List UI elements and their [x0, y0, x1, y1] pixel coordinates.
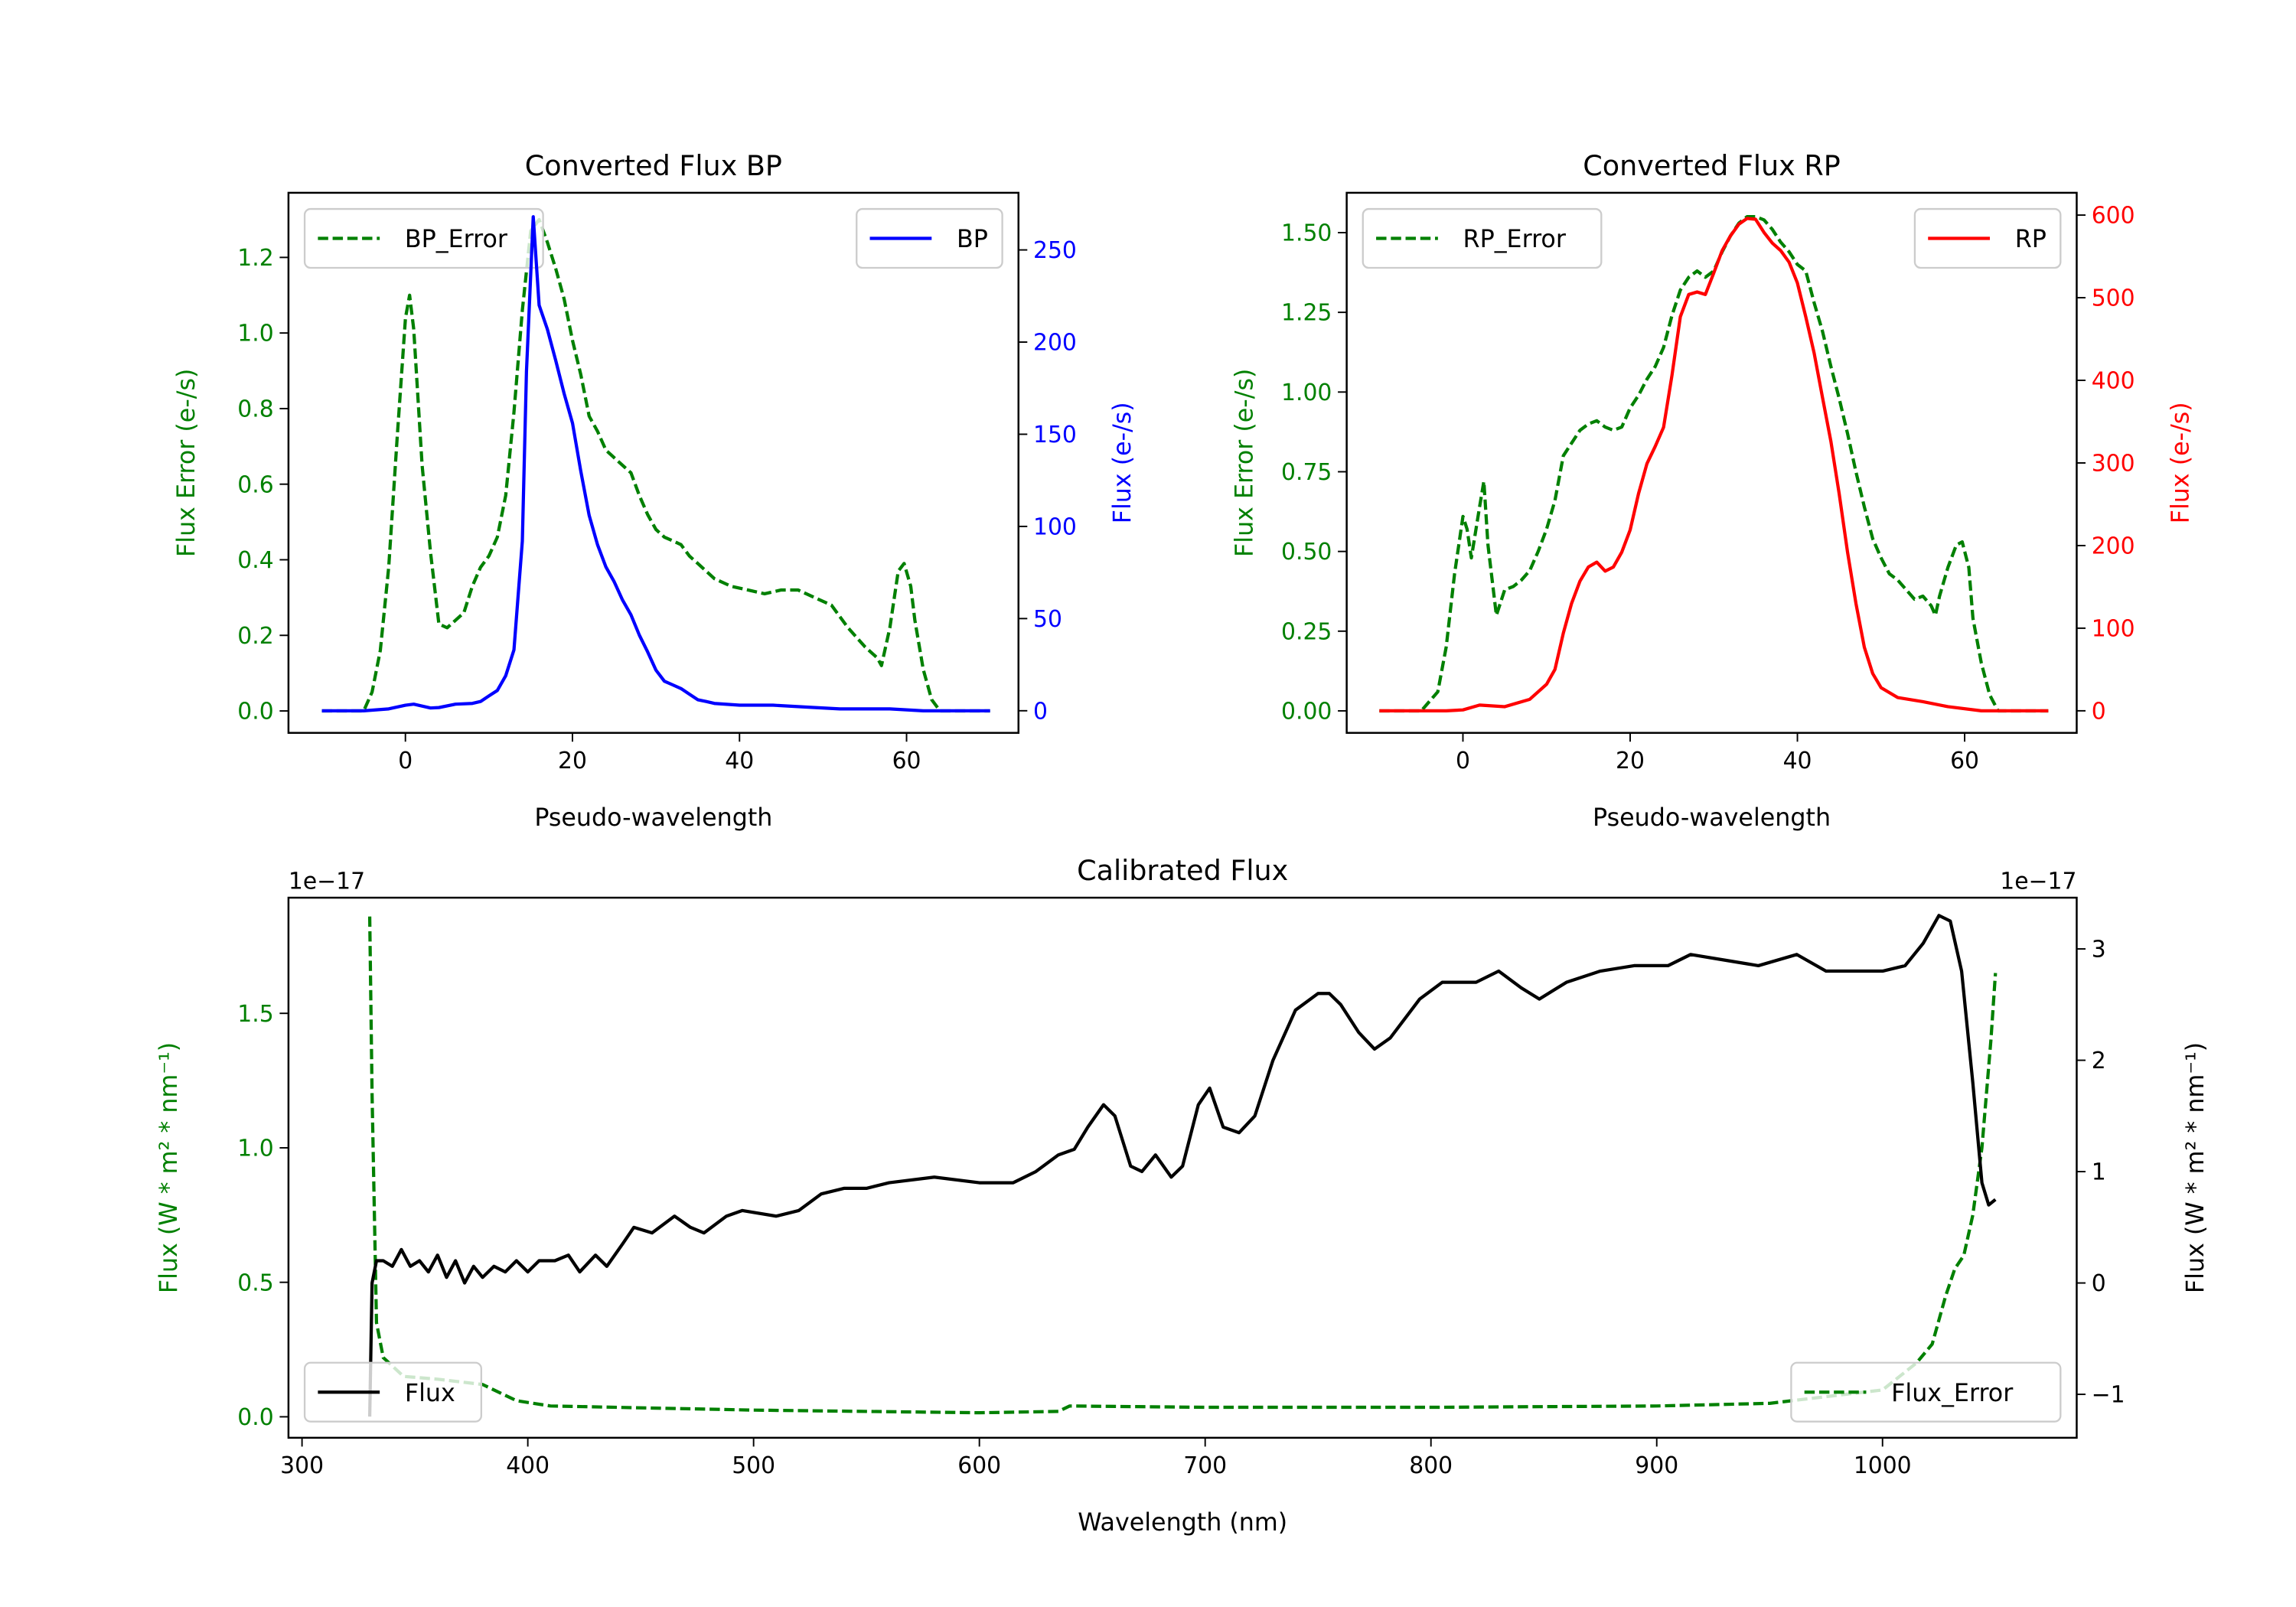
x-tick-label: 400 [506, 1452, 550, 1479]
bp-chart-panel: Converted Flux BP 0 20 40 60 Pseudo-wavelengt… [173, 149, 1137, 832]
y-left-axis-label: Flux (W * m² * nm⁻¹) [155, 1042, 183, 1293]
x-tick-label: 40 [1783, 748, 1812, 774]
y-left-tick-label: 0.25 [1281, 618, 1332, 645]
x-tick-label: 0 [398, 748, 413, 774]
y-right-tick-label: 400 [2092, 368, 2135, 395]
x-tick-label: 20 [1616, 748, 1645, 774]
legend-box [303, 207, 544, 269]
y-right-tick-label: 100 [1033, 513, 1077, 540]
x-tick-label: 300 [280, 1452, 324, 1479]
legend-label: RP [2015, 226, 2047, 253]
y-right-axis-label: Flux (e-/s) [2167, 402, 2195, 523]
y-right-tick-label: 0 [1033, 698, 1048, 725]
rp-chart-panel: Converted Flux RP 0 20 40 60 Pseudo-wavelengt… [1231, 149, 2195, 832]
legend-label: BP_Error [405, 226, 508, 253]
x-tick-label: 800 [1409, 1452, 1453, 1479]
y-left-tick-label: 1.0 [237, 321, 273, 347]
legend-rp: RP [1913, 207, 2062, 269]
calibrated-chart-panel: Calibrated Flux 300 400 500 600 700 800 900 1000… [155, 854, 2210, 1537]
y-right-tick-label: 250 [1033, 237, 1077, 264]
y-left-tick-label: 1.2 [237, 245, 273, 272]
chart-title: Calibrated Flux [1077, 854, 1288, 887]
chart-title: Converted Flux BP [525, 149, 782, 182]
x-tick-label: 0 [1456, 748, 1470, 774]
y-left-tick-label: 0.2 [237, 623, 273, 650]
y-left-tick-label: 0.00 [1281, 699, 1332, 725]
y-left-tick-label: 1.00 [1281, 380, 1332, 406]
y-left-tick-label: 0.75 [1281, 459, 1332, 486]
y-left-tick-label: 0.50 [1281, 539, 1332, 566]
y-right-tick-label: 150 [1033, 422, 1077, 448]
y-left-tick-label: 1.25 [1281, 300, 1332, 327]
y-left-tick-label: 1.0 [237, 1136, 273, 1162]
chart-title: Converted Flux RP [1583, 149, 1841, 182]
x-tick-label: 900 [1635, 1452, 1678, 1479]
y-right-tick-label: 100 [2092, 615, 2135, 642]
x-tick-label: 1000 [1854, 1452, 1912, 1479]
y-right-offset-text: 1e−17 [2000, 869, 2076, 895]
legend-label: BP [957, 226, 988, 253]
y-left-axis-label: Flux Error (e-/s) [173, 369, 201, 557]
x-tick-label: 60 [1950, 748, 1979, 774]
x-axis-label: Pseudo-wavelength [1593, 804, 1831, 832]
y-left-axis-label: Flux Error (e-/s) [1231, 369, 1259, 557]
plot-frame [287, 191, 1020, 734]
y-left-tick-label: 0.0 [237, 699, 273, 725]
y-right-tick-label: 0 [2092, 1270, 2106, 1297]
plot-frame [287, 896, 2078, 1439]
legend-box [1790, 1361, 2062, 1423]
y-left-tick-label: 0.4 [237, 547, 273, 574]
y-right-tick-label: 1 [2092, 1159, 2106, 1186]
y-right-tick-label: 0 [2092, 698, 2106, 725]
series-line-bp-error [321, 217, 990, 713]
legend-box [1362, 207, 1603, 269]
x-axis-label: Wavelength (nm) [1078, 1509, 1287, 1537]
legend-bp: BP [856, 207, 1003, 269]
series-line-rp [1379, 217, 2049, 712]
y-left-tick-label: 0.5 [237, 1270, 273, 1296]
y-right-tick-label: 200 [1033, 330, 1077, 357]
legend-box [303, 1361, 482, 1423]
y-right-tick-label: 500 [2092, 285, 2135, 312]
y-right-tick-label: 600 [2092, 203, 2135, 230]
y-left-tick-label: 0.8 [237, 396, 273, 423]
x-tick-label: 500 [732, 1452, 775, 1479]
y-right-tick-label: 3 [2092, 937, 2106, 963]
y-left-tick-label: 0.0 [237, 1404, 273, 1431]
x-tick-label: 700 [1183, 1452, 1227, 1479]
y-left-tick-label: 1.5 [237, 1001, 273, 1028]
y-right-axis-label: Flux (e-/s) [1109, 402, 1137, 523]
legend-flux-error: Flux_Error [1790, 1361, 2062, 1423]
y-left-offset-text: 1e−17 [289, 869, 365, 895]
x-tick-label: 60 [892, 748, 921, 774]
x-axis-label: Pseudo-wavelength [534, 804, 772, 832]
y-right-tick-label: 200 [2092, 533, 2135, 560]
x-tick-label: 40 [725, 748, 754, 774]
y-left-tick-label: 0.6 [237, 471, 273, 498]
legend-label: Flux_Error [1891, 1380, 2014, 1407]
y-right-tick-label: 50 [1033, 606, 1062, 633]
legend-label: RP_Error [1463, 226, 1567, 253]
x-tick-label: 20 [558, 748, 587, 774]
legend-label: Flux [405, 1380, 455, 1407]
legend-bp-error: BP_Error [303, 207, 544, 269]
y-right-tick-label: 2 [2092, 1048, 2106, 1074]
x-tick-label: 600 [957, 1452, 1001, 1479]
legend-rp-error: RP_Error [1362, 207, 1603, 269]
y-right-axis-label: Flux (W * m² * nm⁻¹) [2182, 1042, 2210, 1293]
series-line-flux [367, 914, 1997, 1417]
series-line-rp-error [1379, 214, 2049, 713]
y-right-tick-label: −1 [2092, 1382, 2125, 1409]
y-right-tick-label: 300 [2092, 451, 2135, 478]
series-line-bp [321, 215, 990, 712]
y-left-tick-label: 1.50 [1281, 220, 1332, 247]
legend-flux: Flux [303, 1361, 482, 1423]
plot-frame [1345, 191, 2078, 734]
